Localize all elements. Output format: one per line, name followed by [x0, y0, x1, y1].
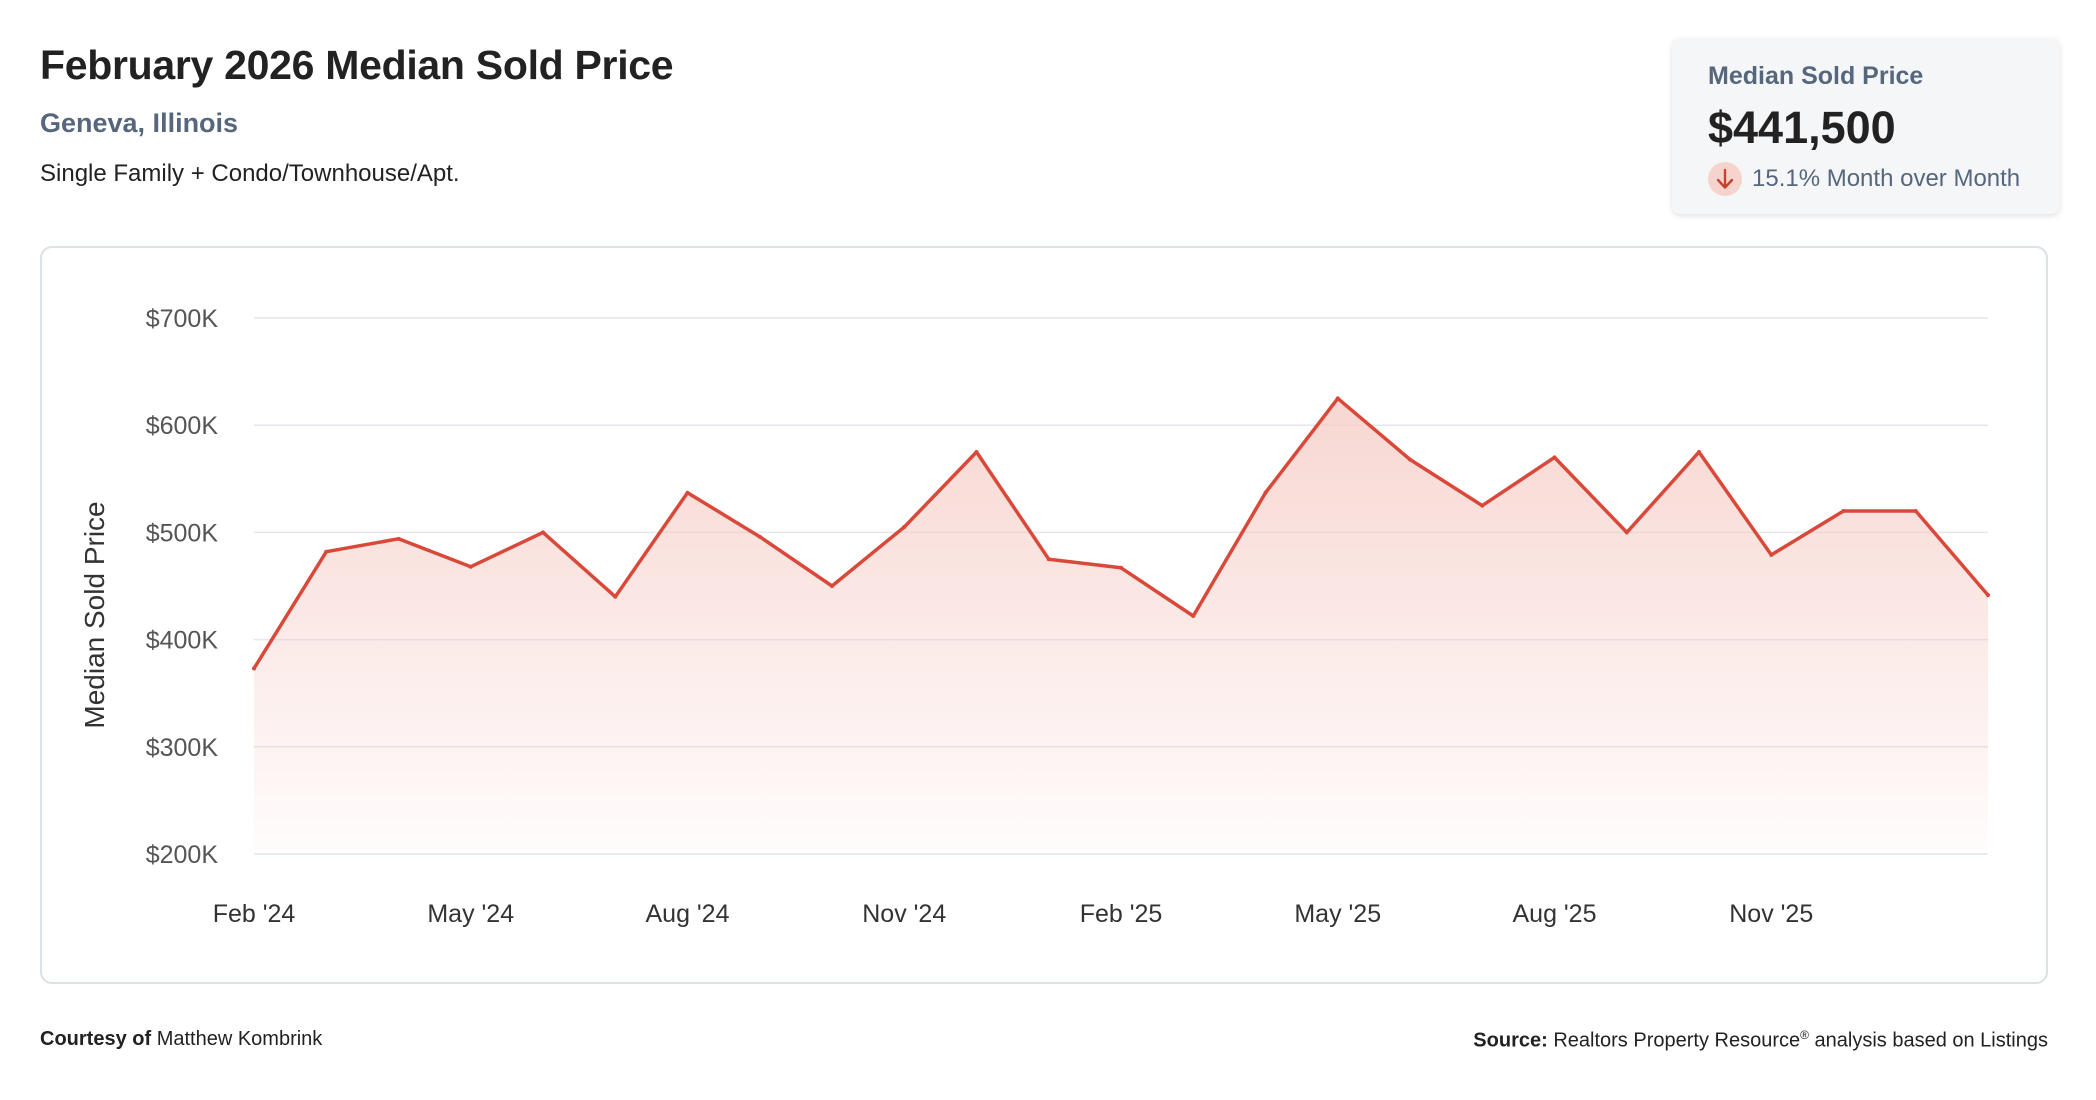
courtesy-name: Matthew Kombrink [156, 1028, 323, 1050]
data-point [830, 584, 834, 588]
source-suffix: analysis based on Listings [1814, 1029, 2048, 1052]
data-point [1263, 490, 1268, 495]
x-tick-label: Aug '25 [1512, 900, 1596, 928]
data-point [974, 450, 979, 454]
data-point [1480, 503, 1485, 508]
x-tick-label: Feb '25 [1080, 900, 1163, 928]
chart-panel: $200K $300K $400K $500K $600K $700K Feb '24 Ma… [40, 246, 2048, 984]
x-tick-label: May '24 [427, 900, 514, 928]
data-point [1191, 614, 1196, 619]
data-point [902, 525, 907, 530]
courtesy-label: Courtesy of [40, 1028, 152, 1050]
data-point [613, 594, 618, 599]
kpi-value: $441,500 [1708, 102, 1896, 153]
data-point [1841, 508, 1846, 513]
median-price-chart: $200K $300K $400K $500K $600K $700K Feb '24 Ma… [79, 305, 1990, 928]
kpi-label: Median Sold Price [1708, 62, 1924, 90]
data-point [1119, 565, 1123, 570]
data-point [541, 530, 545, 535]
data-point [1769, 552, 1774, 557]
data-point [252, 666, 256, 671]
data-point [1697, 450, 1701, 454]
y-tick-label: $400K [146, 627, 219, 655]
location-label: Geneva, Illinois [40, 108, 239, 138]
data-point [1913, 508, 1918, 513]
data-point [1408, 457, 1412, 462]
data-point [685, 490, 690, 495]
property-type-label: Single Family + Condo/Townhouse/Apt. [40, 160, 460, 187]
y-tick-label: $700K [146, 305, 219, 333]
x-tick-label: Nov '24 [862, 900, 946, 928]
source-label: Source: [1473, 1029, 1548, 1052]
source-note: Source: Realtors Property Resource® anal… [1473, 1028, 2048, 1053]
arrow-down-icon [1708, 162, 1742, 196]
courtesy-note: Courtesy of Matthew Kombrink [40, 1028, 322, 1051]
x-tick-label: May '25 [1294, 900, 1381, 928]
kpi-change: 15.1% Month over Month [1708, 162, 2020, 196]
data-point [1624, 530, 1629, 535]
y-axis-ticks: $200K $300K $400K $500K $600K $700K [146, 305, 219, 869]
data-point [757, 534, 762, 539]
data-point [1552, 455, 1557, 460]
registered-mark: ® [1800, 1028, 1809, 1042]
area-fill-path [254, 398, 1988, 854]
data-point [1335, 396, 1340, 401]
y-tick-label: $500K [146, 519, 219, 547]
data-point [396, 536, 401, 541]
y-tick-label: $200K [146, 841, 219, 869]
data-point [324, 549, 329, 554]
page-title: February 2026 Median Sold Price [40, 42, 674, 88]
y-tick-label: $600K [146, 412, 219, 440]
x-tick-label: Nov '25 [1729, 900, 1813, 928]
data-point [468, 564, 473, 569]
area-fill [254, 398, 1988, 854]
y-tick-label: $300K [146, 734, 219, 762]
x-axis-ticks: Feb '24 May '24 Aug '24 Nov '24 Feb '25 May '… [213, 900, 1814, 928]
kpi-card: Median Sold Price $441,500 15.1% Month o… [1672, 38, 2060, 214]
y-axis-label: Median Sold Price [79, 501, 110, 728]
data-point [1046, 557, 1051, 562]
data-point [1986, 593, 1990, 598]
x-tick-label: Aug '24 [645, 900, 729, 928]
kpi-change-text: 15.1% Month over Month [1752, 165, 2021, 192]
x-tick-label: Feb '24 [213, 900, 296, 928]
source-text: Realtors Property Resource [1553, 1029, 1801, 1052]
series-line [252, 396, 1990, 671]
